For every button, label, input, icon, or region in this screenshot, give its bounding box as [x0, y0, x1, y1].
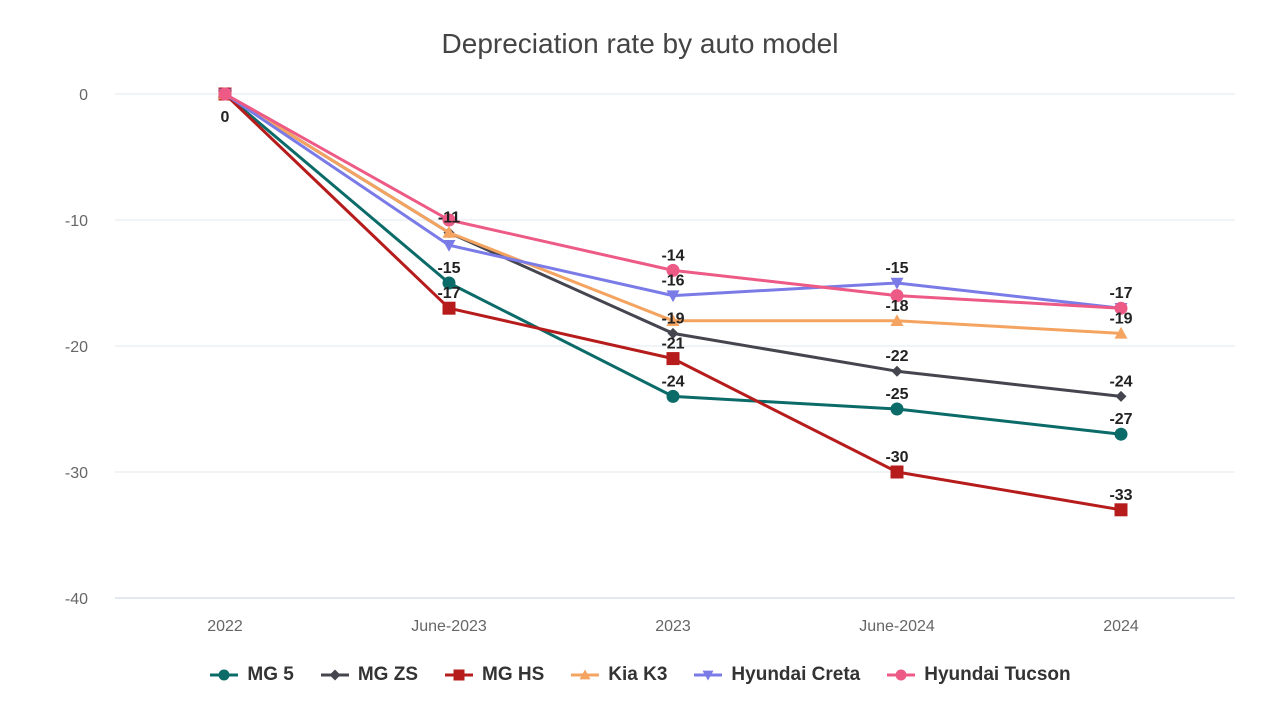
data-point-hyundai-tucson — [890, 289, 904, 303]
data-label: -19 — [1109, 310, 1132, 327]
data-point-hyundai-creta — [890, 277, 904, 290]
data-label: -15 — [437, 260, 460, 277]
data-label: -22 — [885, 348, 908, 365]
x-tick-label: June-2023 — [411, 618, 487, 635]
data-point-mg-zs — [667, 327, 679, 339]
y-tick-label: 0 — [79, 87, 88, 104]
data-label: -33 — [1109, 487, 1132, 504]
data-point-kia-k3 — [890, 314, 904, 326]
y-tick-label: -20 — [65, 339, 88, 356]
data-label: -14 — [661, 247, 684, 264]
series-mg-hs — [218, 87, 1128, 517]
gridlines — [115, 93, 1235, 599]
legend-label: MG HS — [482, 664, 545, 685]
data-label: -24 — [1109, 373, 1132, 390]
legend-item-mg-zs[interactable]: MG ZS — [320, 664, 418, 686]
data-point-mg-hs — [666, 352, 680, 366]
data-point-mg-zs — [1115, 390, 1127, 402]
data-point-hyundai-creta — [442, 240, 456, 252]
data-point-mg-hs — [1114, 503, 1128, 517]
data-label: -11 — [438, 210, 460, 227]
legend-label: Kia K3 — [608, 664, 668, 685]
data-label: -18 — [885, 298, 908, 315]
x-tick-label: 2024 — [1103, 618, 1139, 635]
x-tick-label: 2023 — [655, 618, 691, 635]
legend-label: MG 5 — [247, 664, 294, 685]
legend-swatch-hyundai-tucson — [887, 669, 916, 681]
data-label: -19 — [661, 310, 684, 327]
legend-swatch-mg-5 — [210, 669, 239, 681]
legend-item-hyundai-creta[interactable]: Hyundai Creta — [693, 664, 860, 686]
y-tick-label: -40 — [65, 591, 88, 608]
legend-item-hyundai-tucson[interactable]: Hyundai Tucson — [886, 664, 1071, 686]
chart-title: Depreciation rate by auto model — [441, 28, 839, 59]
legend-marker — [895, 669, 907, 681]
x-tick-label: 2022 — [207, 618, 243, 635]
legend-swatch-mg-hs — [445, 669, 473, 681]
legend-swatch-kia-k3 — [571, 669, 600, 680]
data-point-mg-hs — [890, 465, 904, 479]
series-kia-k3 — [218, 87, 1128, 339]
legend-swatch-mg-zs — [320, 669, 349, 681]
legend-label: MG ZS — [357, 664, 418, 685]
legend-marker — [702, 670, 714, 681]
data-point-mg-5 — [442, 276, 456, 290]
legend-item-mg-hs[interactable]: MG HS — [444, 664, 544, 686]
legend-label: Hyundai Creta — [731, 664, 861, 685]
series-lines — [218, 87, 1128, 517]
data-label: -30 — [885, 449, 908, 466]
legend: MG 5 MG ZS MG HS Kia K3 Hyundai Creta Hyundai… — [0, 664, 1280, 686]
data-point-kia-k3 — [1114, 326, 1128, 339]
data-label: -17 — [1109, 285, 1132, 302]
data-point-hyundai-tucson — [218, 87, 232, 101]
data-point-mg-5 — [1114, 427, 1128, 441]
data-point-mg-hs — [442, 301, 456, 315]
data-label: -24 — [661, 373, 684, 390]
data-label: -25 — [885, 386, 908, 403]
data-point-hyundai-creta — [666, 290, 680, 303]
series-hyundai-tucson — [218, 87, 1128, 315]
data-label: -21 — [661, 336, 684, 353]
y-tick-label: -30 — [65, 465, 88, 482]
data-point-kia-k3 — [666, 314, 680, 326]
data-point-mg-zs — [891, 365, 903, 377]
data-point-mg-5 — [666, 389, 680, 403]
y-tick-label: -10 — [65, 213, 88, 230]
axis-tick-labels: 0 -10 -20 -30 -40 2022 June-2023 2023 June-2024 2… — [65, 87, 1139, 635]
data-label: -15 — [885, 260, 908, 277]
legend-marker — [453, 669, 465, 681]
data-point-hyundai-tucson — [442, 213, 456, 227]
data-label: -17 — [437, 285, 460, 302]
x-tick-label: June-2024 — [859, 618, 935, 635]
legend-item-mg-5[interactable]: MG 5 — [209, 664, 294, 686]
legend-marker — [579, 669, 591, 680]
legend-item-kia-k3[interactable]: Kia K3 — [570, 664, 667, 686]
legend-marker — [329, 669, 341, 681]
legend-marker — [218, 669, 230, 681]
data-point-mg-5 — [890, 402, 904, 416]
data-point-hyundai-tucson — [666, 263, 680, 277]
data-label: 0 — [221, 109, 230, 126]
data-label: -16 — [661, 273, 684, 290]
data-labels: 0 -11 -15 -17 -14 -16 -19 -21 -24 -15 -18 -22 -25 -30… — [221, 109, 1133, 504]
legend-swatch-hyundai-creta — [694, 670, 723, 681]
data-label: -27 — [1109, 411, 1132, 428]
data-point-kia-k3 — [442, 226, 456, 238]
legend-label: Hyundai Tucson — [924, 664, 1071, 685]
data-point-hyundai-tucson — [1114, 301, 1128, 315]
